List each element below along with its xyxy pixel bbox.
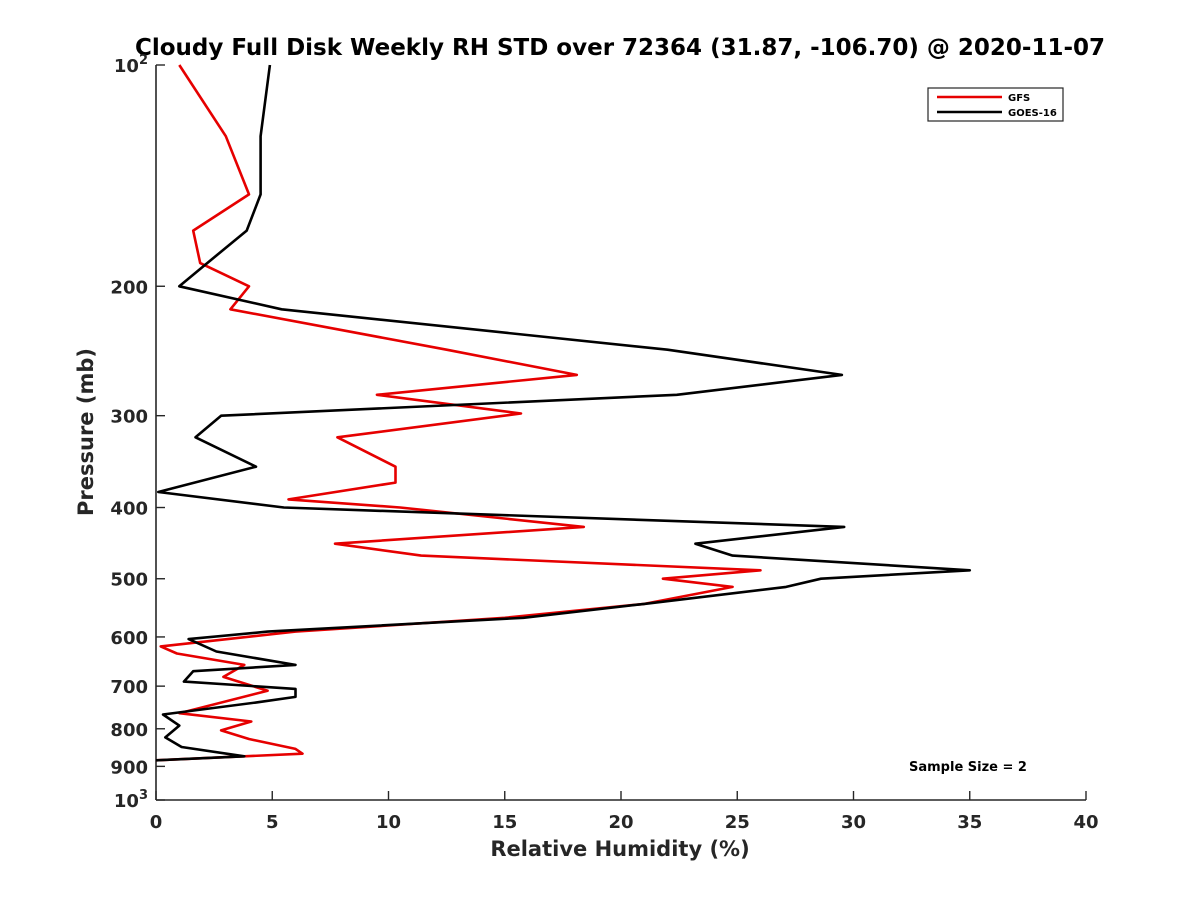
legend-label: GOES-16: [1008, 108, 1057, 119]
sample-size-annotation: Sample Size = 2: [909, 760, 1027, 775]
x-tick-label: 25: [725, 812, 750, 833]
series-line-goes-16: [155, 64, 972, 762]
y-tick-label: 102: [114, 53, 148, 77]
y-tick-label: 400: [110, 499, 148, 520]
y-tick-label: 200: [110, 277, 148, 298]
plot-area: 0 5 10 15 20 25 30 35 40 10220030040050060070080…: [110, 53, 1098, 833]
x-tick-label: 30: [841, 812, 866, 833]
y-tick-base: 10: [114, 56, 139, 77]
y-tick-label: 300: [110, 407, 148, 428]
y-tick-exponent: 3: [139, 788, 148, 803]
x-ticks: 0 5 10 15 20 25 30 35 40: [150, 791, 1099, 833]
y-axis-label: Pressure (mb): [74, 348, 98, 516]
y-tick-label: 103: [114, 788, 148, 812]
y-tick-exponent: 2: [139, 53, 148, 68]
y-tick-base: 10: [114, 791, 139, 812]
y-tick-label: 800: [110, 720, 148, 741]
y-tick-label: 500: [110, 570, 148, 591]
legend: GFS GOES-16: [927, 87, 1064, 122]
legend-entries: GFS GOES-16: [937, 93, 1057, 119]
x-tick-label: 10: [376, 812, 401, 833]
x-tick-label: 5: [266, 812, 279, 833]
chart-title: Cloudy Full Disk Weekly RH STD over 7236…: [135, 35, 1105, 61]
x-tick-label: 0: [150, 812, 163, 833]
x-tick-label: 15: [492, 812, 517, 833]
series-lines: [155, 64, 972, 762]
y-tick-label: 900: [110, 757, 148, 778]
y-tick-label: 700: [110, 677, 148, 698]
x-tick-label: 40: [1073, 812, 1098, 833]
legend-box: [927, 87, 1064, 122]
x-tick-label: 35: [957, 812, 982, 833]
legend-label: GFS: [1008, 93, 1030, 104]
x-axis-label: Relative Humidity (%): [490, 837, 749, 861]
x-tick-label: 20: [608, 812, 633, 833]
y-tick-label: 600: [110, 628, 148, 649]
